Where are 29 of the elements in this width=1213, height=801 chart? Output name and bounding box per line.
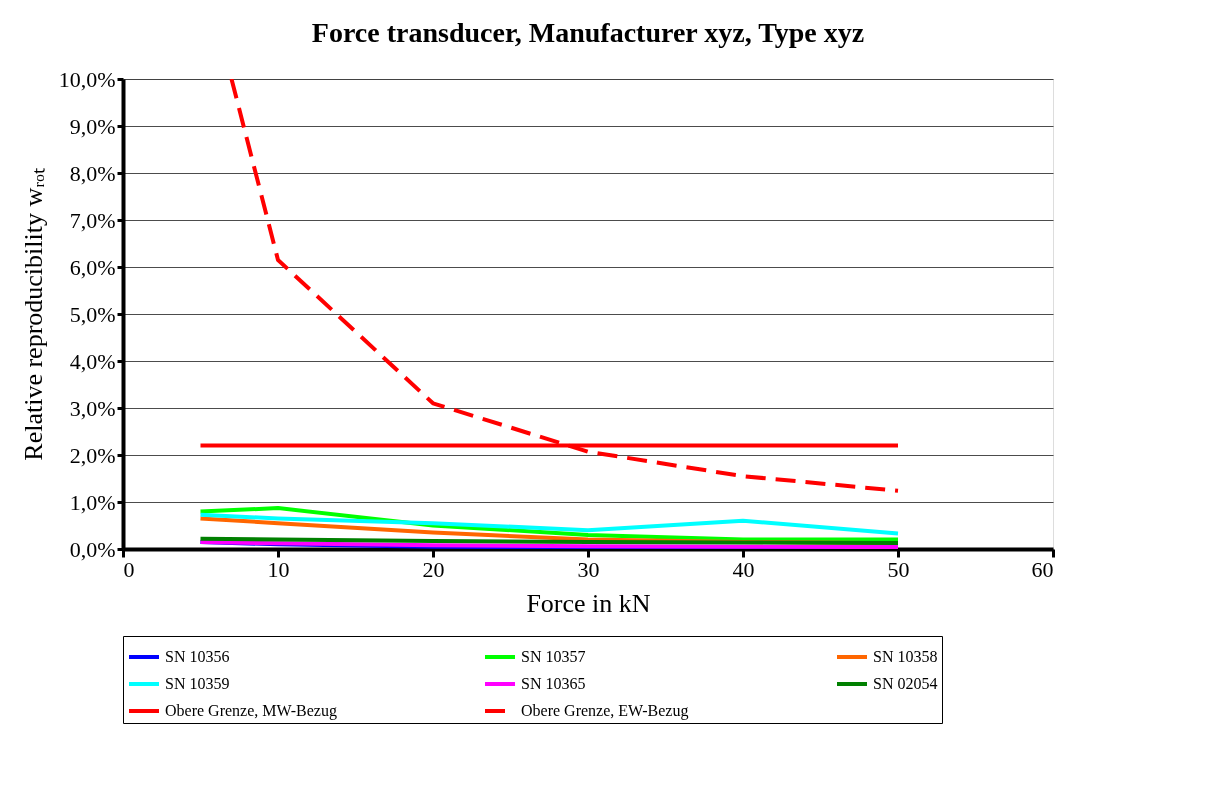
legend-label: SN 10365 [521,675,586,692]
y-tick-label: 6,0% [69,254,116,280]
y-tick-label: 10,0% [58,66,116,92]
x-tick-label: 10 [267,556,290,582]
x-axis-title: Force in kN [526,588,651,618]
y-tick-label: 0,0% [69,536,116,562]
y-tick-label: 1,0% [69,489,116,515]
chart-title: Force transducer, Manufacturer xyz, Type xyz [311,17,865,48]
y-tick-label: 8,0% [69,160,116,186]
x-tick-label: 20 [422,556,445,582]
y-tick-label: 5,0% [69,301,116,327]
x-tick-label: 30 [577,556,600,582]
legend-label: Obere Grenze, EW-Bezug [521,702,689,720]
x-tick-label: 60 [1031,556,1054,582]
y-tick-label: 3,0% [69,395,116,421]
y-tick-label: 7,0% [69,207,116,233]
legend-label: Obere Grenze, MW-Bezug [165,702,337,720]
y-tick-label: 4,0% [69,348,116,374]
x-tick-label: 50 [887,556,910,582]
legend-label: SN 10359 [165,675,230,692]
y-tick-label: 9,0% [69,113,116,139]
legend-label: SN 10356 [165,648,230,665]
y-axis-title: Relative reproducibility wᵣₒₜ [18,168,48,461]
legend-label: SN 02054 [873,675,938,692]
y-tick-label: 2,0% [69,442,116,468]
legend-label: SN 10358 [873,648,938,665]
x-tick-label: 40 [732,556,755,582]
legend-label: SN 10357 [521,648,586,665]
x-tick-label: 0 [123,556,135,582]
